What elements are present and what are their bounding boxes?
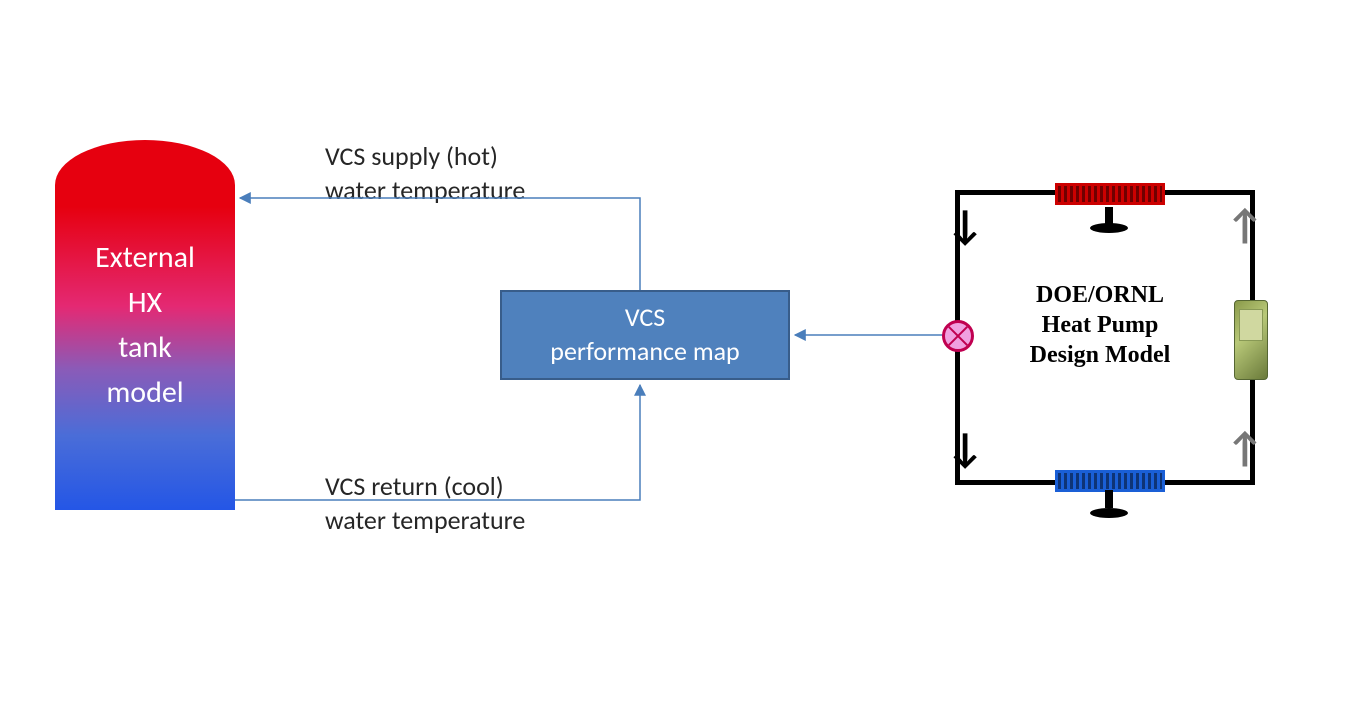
- fan-bottom-icon: [1105, 490, 1113, 508]
- tank-label: ExternalHXtankmodel: [95, 235, 195, 415]
- fan-top-blade-icon: [1090, 223, 1128, 233]
- expansion-valve-icon: [942, 320, 974, 352]
- return-annotation: VCS return (cool)water temperature: [325, 470, 525, 538]
- flow-arrow-up-right-icon: ↑: [1226, 205, 1264, 247]
- flow-arrow-down-left2-icon: ↓: [946, 428, 984, 470]
- tank-node: ExternalHXtankmodel: [55, 140, 235, 510]
- vcs-box-label: VCSperformance map: [550, 301, 739, 369]
- condenser-coil-icon: [1055, 183, 1165, 205]
- vcs-performance-map-node: VCSperformance map: [500, 290, 790, 380]
- evaporator-coil-icon: [1055, 470, 1165, 492]
- heat-pump-node: DOE/ORNLHeat PumpDesign Model ↓ ↓ ↑ ↑: [955, 190, 1255, 485]
- supply-annotation: VCS supply (hot)water temperature: [325, 140, 525, 208]
- compressor-icon: [1234, 300, 1268, 380]
- heat-pump-title: DOE/ORNLHeat PumpDesign Model: [1010, 280, 1190, 370]
- flow-arrow-up-right2-icon: ↑: [1226, 428, 1264, 470]
- fan-bottom-blade-icon: [1090, 508, 1128, 518]
- flow-arrow-down-left-icon: ↓: [946, 205, 984, 247]
